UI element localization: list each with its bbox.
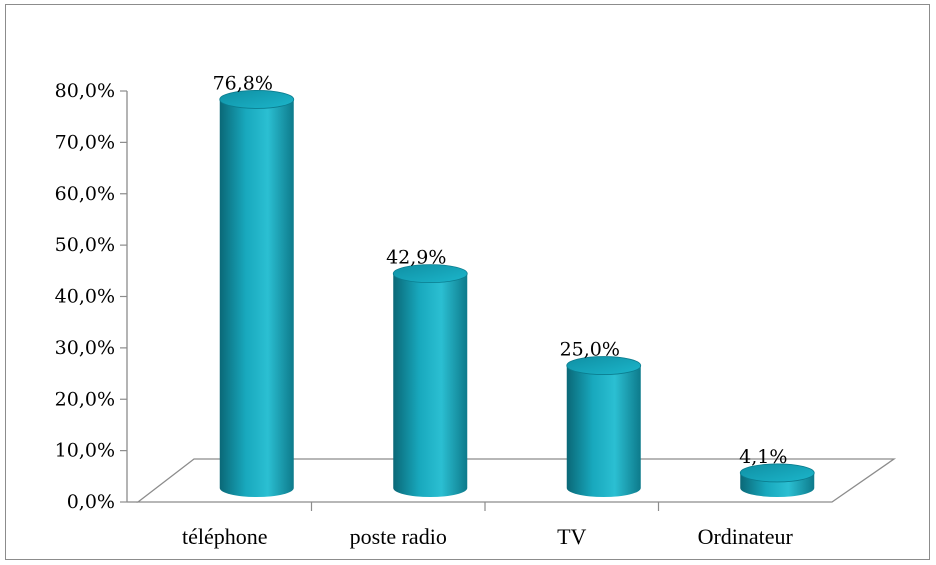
y-tick-label: 70,0% [55, 131, 115, 153]
y-tick-label: 20,0% [55, 388, 115, 410]
y-tick-label: 0,0% [67, 491, 115, 513]
bar-téléphone [219, 90, 295, 497]
bar-cap [739, 463, 815, 483]
bar-cap [566, 356, 642, 375]
bar-TV [566, 356, 642, 497]
data-labels: 76,8% 42,9% 25,0% 4,1% [213, 72, 788, 467]
data-label: 76,8% [213, 72, 273, 94]
bars [219, 90, 815, 497]
x-category-label: téléphone [182, 524, 268, 549]
bar-Ordinateur [739, 463, 815, 497]
x-category-label: Ordinateur [698, 524, 794, 549]
y-tick-label: 60,0% [55, 183, 115, 205]
data-label: 25,0% [560, 339, 620, 361]
bar-body [219, 99, 294, 497]
floor [136, 458, 897, 503]
x-axis-categories: téléphone poste radio TV Ordinateur [182, 502, 794, 549]
y-tick-label: 10,0% [55, 440, 115, 462]
y-tick-label: 40,0% [55, 286, 115, 308]
y-tick-label: 30,0% [55, 337, 115, 359]
x-category-label: TV [557, 524, 586, 549]
x-category-label: poste radio [350, 524, 447, 549]
y-axis-ticks: 0,0% 10,0% 20,0% 30,0% 40,0% 50,0% 60,0% 70,0% 8… [55, 80, 127, 513]
data-label: 4,1% [739, 446, 787, 468]
bar-body [393, 273, 468, 497]
data-label: 42,9% [386, 247, 446, 269]
bar-poste-radio [392, 264, 468, 497]
y-tick-label: 80,0% [55, 80, 115, 102]
y-tick-label: 50,0% [55, 234, 115, 256]
bar-body [566, 365, 641, 497]
bar-cap [219, 90, 295, 109]
bar-cap [392, 264, 468, 284]
